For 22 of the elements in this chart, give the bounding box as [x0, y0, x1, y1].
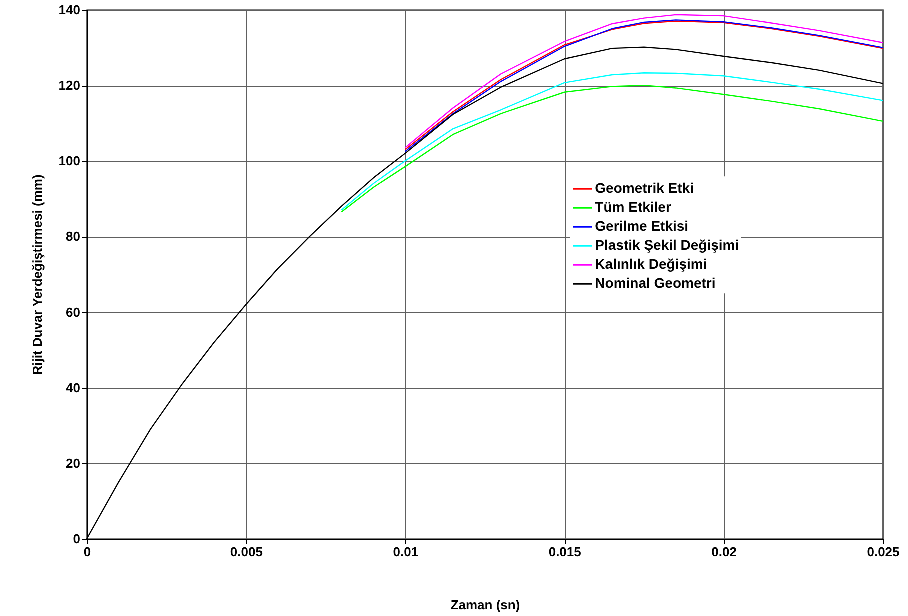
- legend-label: Gerilme Etkisi: [595, 218, 689, 234]
- x-tick-label: 0.025: [867, 544, 900, 560]
- y-tick-label: 100: [58, 154, 80, 169]
- legend-label: Nominal Geometri: [595, 275, 716, 292]
- x-tick-label: 0: [84, 544, 92, 560]
- legend-label: Tüm Etkiler: [595, 199, 672, 216]
- x-tick-label: 0.02: [712, 544, 737, 560]
- legend-label: Plastik Şekil Değişimi: [595, 237, 740, 254]
- y-tick-label: 60: [66, 304, 80, 320]
- y-tick-label: 80: [66, 229, 80, 244]
- legend-label: Geometrik Etki: [595, 180, 694, 196]
- y-tick-label: 120: [58, 78, 80, 94]
- y-tick-label: 0: [73, 532, 80, 546]
- x-axis-title: Zaman (sn): [450, 598, 520, 612]
- y-tick-label: 20: [66, 456, 80, 471]
- legend-label: Kalınlık Değişimi: [595, 256, 708, 272]
- y-axis-title: Rijit Duvar Yerdeğiştirmesi (mm): [30, 174, 45, 376]
- x-tick-label: 0.005: [230, 544, 263, 560]
- y-tick-label: 40: [66, 380, 80, 396]
- x-tick-label: 0.015: [548, 544, 582, 560]
- y-tick-label: 140: [58, 2, 80, 18]
- x-tick-label: 0.01: [393, 544, 419, 560]
